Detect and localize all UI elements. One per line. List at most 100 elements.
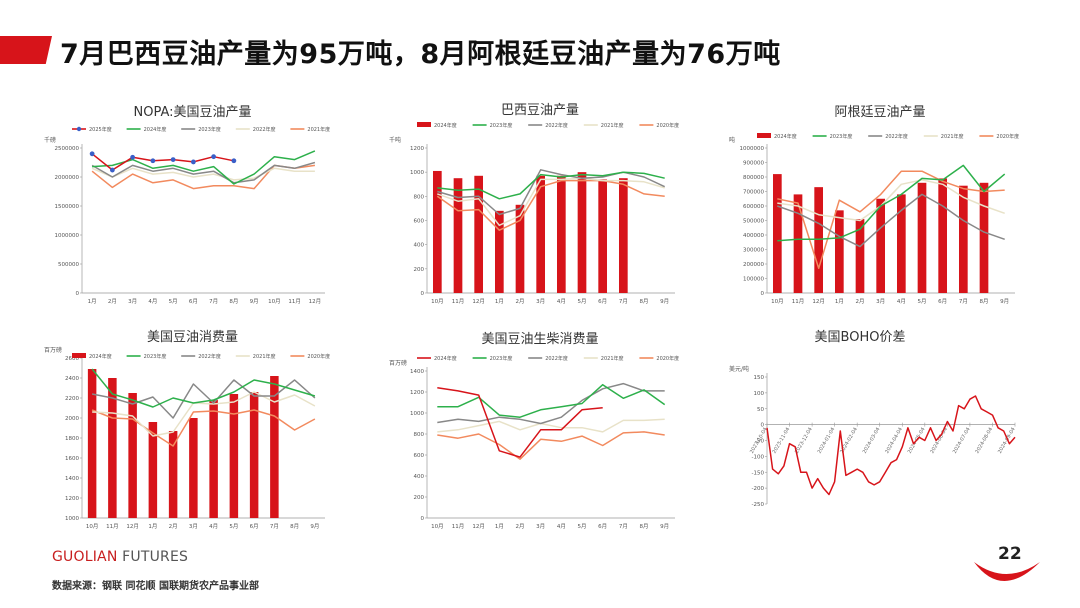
y-tick-label: 100	[754, 391, 765, 397]
bar	[189, 418, 198, 518]
x-tick-label: 12月	[472, 523, 485, 530]
y-tick-label: 2600	[65, 356, 79, 362]
y-tick-label: 800000	[743, 175, 764, 181]
bar	[556, 175, 566, 293]
y-tick-label: 0	[761, 291, 765, 297]
chart-panel-us-biodiesel: 美国豆油生柴消费量 百万磅 0 200 400 600 800 1000 1200 1400 10…	[385, 325, 695, 540]
chart-svg-us-consumption: 百万磅 1000 1200 1400 1600 1800 2000 2200 2400 2600 1…	[44, 346, 330, 530]
legend-label: 2021年度	[307, 126, 330, 133]
chart-title: 美国BOHO价差	[814, 330, 906, 345]
y-tick-label: 700000	[743, 190, 764, 196]
series-marker	[89, 151, 95, 157]
legend-label: 2023年度	[198, 126, 221, 133]
data-source-note: 数据来源：钢联 同花顺 国联期货农产品事业部	[52, 581, 259, 592]
bar	[270, 376, 279, 518]
x-tick-label: 2月	[516, 523, 525, 530]
x-tick-label: 2月	[516, 298, 525, 305]
series-line	[766, 395, 1016, 496]
y-tick-label: 1000000	[740, 146, 765, 152]
y-tick-label: 900000	[743, 161, 764, 167]
y-tick-label: 2200	[65, 396, 79, 402]
x-tick-label: 10月	[771, 298, 784, 305]
unit-label: 千吨	[389, 136, 401, 144]
series-line	[91, 379, 316, 419]
series-line	[437, 383, 666, 418]
series-line	[91, 167, 315, 181]
y-tick-label: 600000	[743, 204, 764, 210]
x-tick-label: 4月	[557, 298, 566, 305]
series-line	[777, 193, 1005, 248]
legend-label: 2021年度	[601, 122, 624, 129]
bar	[536, 175, 546, 293]
series-line	[91, 409, 316, 447]
chart-panel-boho: 美国BOHO价差 美元/吨 -250 -200 -150 -100 -50 0 50 100 15…	[725, 325, 1035, 540]
x-tick-label: 9月	[1000, 298, 1009, 305]
y-tick-label: 50	[757, 407, 764, 413]
series-line	[92, 150, 316, 185]
chart-title: 美国豆油生柴消费量	[481, 332, 599, 347]
x-tick-label: 5月	[229, 523, 238, 530]
legend-label: 2025年度	[89, 126, 112, 133]
legend-label: 2023年度	[490, 122, 513, 129]
x-tick-label: 11月	[452, 523, 465, 530]
y-tick-label: 300000	[743, 248, 764, 254]
legend-label: 2024年度	[434, 355, 457, 362]
unit-label: 吨	[729, 136, 735, 144]
legend-label: 2021年度	[601, 355, 624, 362]
brand-logo-text: GUOLIAN FUTURES	[52, 549, 188, 565]
x-tick-label: 2024-03-04	[862, 427, 882, 455]
y-tick-label: -50	[755, 439, 764, 445]
x-tick-label: 4月	[209, 523, 218, 530]
x-tick-label: 8月	[290, 523, 299, 530]
legend-label: 2022年度	[198, 353, 221, 360]
bar	[229, 394, 239, 518]
y-tick-label: 400	[414, 474, 425, 480]
x-tick-label: 1月	[495, 298, 504, 305]
x-tick-label: 10月	[86, 523, 99, 530]
legend-swatch	[72, 353, 86, 358]
y-tick-label: 1200	[410, 390, 424, 396]
x-tick-label: 6月	[598, 298, 607, 305]
bar	[834, 210, 844, 293]
x-tick-label: 2024-09-04	[997, 427, 1017, 455]
bar	[917, 182, 927, 293]
series-line	[91, 153, 235, 171]
legend-label: 2024年度	[89, 353, 112, 360]
legend-label: 2024年度	[144, 126, 167, 133]
x-tick-label: 4月	[897, 298, 906, 305]
legend-label: 2023年度	[830, 133, 853, 140]
x-tick-label: 9月	[310, 523, 319, 530]
y-tick-label: -200	[752, 486, 765, 492]
x-tick-label: 1月	[88, 298, 97, 305]
bar	[515, 204, 525, 293]
y-tick-label: 400000	[743, 233, 764, 239]
y-tick-label: 200	[414, 495, 425, 501]
legend-label: 2023年度	[144, 353, 167, 360]
bar	[453, 178, 463, 293]
x-tick-label: 8月	[640, 523, 649, 530]
series-line	[437, 418, 665, 433]
bar	[618, 178, 628, 293]
chart-svg-brazil: 千吨 0 200 400 600 800 1000 1200 10月 11月 12月 1月 2月 3月 4月…	[389, 122, 679, 305]
y-tick-label: 200000	[743, 262, 764, 268]
y-tick-label: 0	[76, 291, 80, 297]
x-tick-label: 3月	[536, 298, 545, 305]
chart-svg-boho: 美元/吨-250-200-150-100-500501001502023-10-…	[729, 365, 1017, 508]
x-tick-label: 7月	[959, 298, 968, 305]
chart-title: 巴西豆油产量	[500, 103, 579, 118]
x-tick-label: 9月	[660, 298, 669, 305]
x-tick-label: 10月	[431, 298, 444, 305]
x-tick-label: 12月	[812, 298, 825, 305]
series-marker	[109, 167, 115, 173]
series-line	[91, 161, 316, 184]
page-number: 22	[998, 544, 1022, 564]
legend-label: 2022年度	[545, 355, 568, 362]
y-tick-label: 600	[414, 453, 425, 459]
chart-svg-argentina: 吨 0 100000 200000 300000 400000 500000 600000 70…	[729, 133, 1019, 305]
x-tick-label: 1月	[148, 523, 157, 530]
x-tick-label: 8月	[229, 298, 238, 305]
series-line	[437, 387, 603, 458]
y-tick-label: 2000000	[55, 175, 80, 181]
x-tick-label: 2023-12-04	[794, 427, 814, 455]
y-tick-label: 1800	[65, 436, 79, 442]
